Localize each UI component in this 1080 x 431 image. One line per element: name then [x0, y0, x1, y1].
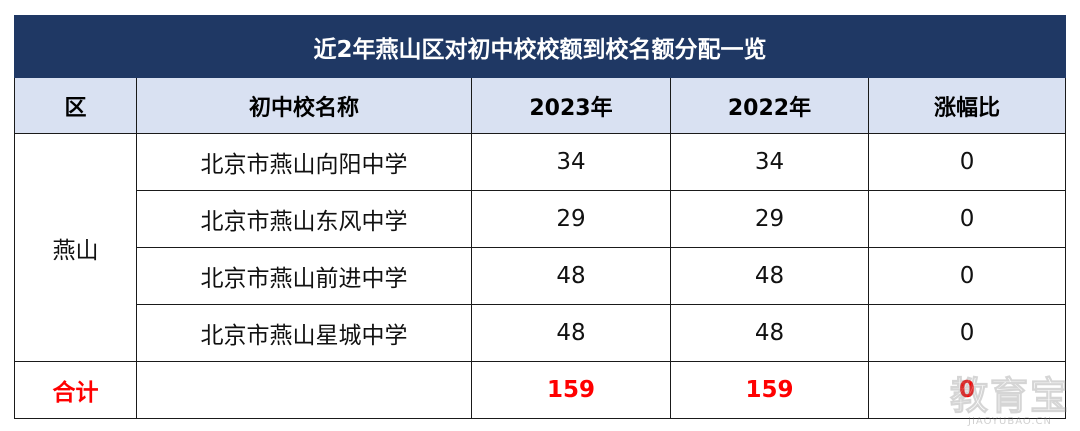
growth-ratio-cell: 0	[867, 247, 1067, 305]
table-title: 近2年燕山区对初中校校额到校名额分配一览	[13, 15, 1067, 78]
total-row: 合计 159 159 0	[14, 361, 1067, 419]
header-school-name: 初中校名称	[136, 77, 472, 134]
quota-2022-cell: 48	[670, 247, 869, 305]
growth-ratio-cell: 0	[867, 304, 1067, 362]
quota-2023-cell: 48	[471, 247, 671, 305]
quota-2023-cell: 34	[471, 133, 671, 191]
total-2023: 159	[471, 361, 671, 419]
total-empty-cell	[136, 361, 472, 419]
quota-2022-cell: 48	[670, 304, 869, 362]
table-row: 北京市燕山星城中学 48 48 0	[15, 304, 1067, 362]
header-growth-ratio: 涨幅比	[867, 77, 1067, 134]
total-2022: 159	[670, 361, 869, 419]
header-row: 区 初中校名称 2023年 2022年 涨幅比	[14, 77, 1067, 134]
district-cell: 燕山	[14, 133, 137, 362]
table-row: 北京市燕山前进中学 48 48 0	[15, 247, 1067, 305]
quota-table: 近2年燕山区对初中校校额到校名额分配一览 区 初中校名称 2023年 2022年…	[13, 15, 1067, 419]
school-name-cell: 北京市燕山向阳中学	[136, 133, 472, 191]
quota-2022-cell: 34	[670, 133, 869, 191]
growth-ratio-cell: 0	[867, 190, 1067, 248]
header-2022: 2022年	[670, 77, 869, 134]
quota-2023-cell: 29	[471, 190, 671, 248]
quota-2023-cell: 48	[471, 304, 671, 362]
total-label: 合计	[14, 361, 137, 419]
growth-ratio-cell: 0	[867, 133, 1067, 191]
title-row: 近2年燕山区对初中校校额到校名额分配一览	[13, 15, 1067, 78]
school-name-cell: 北京市燕山东风中学	[136, 190, 472, 248]
quota-2022-cell: 29	[670, 190, 869, 248]
header-district: 区	[14, 77, 137, 134]
school-name-cell: 北京市燕山星城中学	[136, 304, 472, 362]
total-ratio: 0	[867, 361, 1067, 419]
table-row: 北京市燕山东风中学 29 29 0	[15, 190, 1067, 248]
school-name-cell: 北京市燕山前进中学	[136, 247, 472, 305]
table-row: 燕山 北京市燕山向阳中学 34 34 0	[14, 133, 1067, 362]
header-2023: 2023年	[471, 77, 671, 134]
